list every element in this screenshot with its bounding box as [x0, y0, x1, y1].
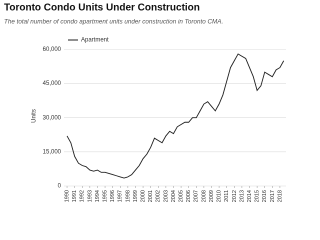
chart-subtitle: The total number of condo apartment unit… [4, 19, 223, 26]
x-tick-label: 1999 [133, 190, 139, 202]
x-tick-label: 1991 [72, 190, 78, 202]
x-tick-label: 1994 [95, 190, 101, 202]
x-tick-label: 2008 [201, 190, 207, 202]
x-tick-label: 1998 [125, 190, 131, 202]
legend-label: Apartment [81, 38, 109, 44]
x-tick-label: 2011 [224, 190, 230, 202]
x-tick-label: 2012 [232, 190, 238, 202]
x-tick-label: 2005 [179, 190, 185, 202]
x-tick-label: 1995 [103, 190, 109, 202]
x-tick-label: 2016 [262, 190, 268, 202]
x-tick-label: 2001 [148, 190, 154, 202]
chart: Toronto Condo Units Under Construction T… [4, 3, 286, 202]
x-tick-label: 2015 [255, 190, 261, 202]
y-tick-label: 60,000 [43, 47, 62, 53]
y-tick-label: 30,000 [43, 115, 62, 121]
x-tick-label: 2003 [163, 190, 169, 202]
y-axis-label: Units [32, 109, 38, 123]
chart-title: Toronto Condo Units Under Construction [4, 3, 200, 14]
x-tick-label: 2010 [217, 190, 223, 202]
x-tick-label: 1997 [118, 190, 124, 202]
y-tick-label: 15,000 [43, 149, 62, 155]
x-tick-label: 2009 [209, 190, 215, 202]
x-tick-label: 1990 [64, 190, 70, 202]
x-tick-label: 2000 [141, 190, 147, 202]
x-tick-label: 2007 [194, 190, 200, 202]
x-tick-label: 2002 [156, 190, 162, 202]
x-tick-label: 2004 [171, 190, 177, 202]
x-tick-label: 2014 [247, 190, 253, 202]
x-tick-label: 2018 [277, 190, 283, 202]
y-tick-label: 45,000 [43, 81, 62, 87]
x-tick-label: 2013 [239, 190, 245, 202]
x-tick-label: 2006 [186, 190, 192, 202]
x-tick-label: 1996 [110, 190, 116, 202]
y-tick-label: 0 [58, 184, 62, 190]
x-tick-label: 1993 [87, 190, 93, 202]
line [66, 53, 285, 179]
x-tick-label: 2017 [270, 190, 276, 202]
x-tick-label: 1992 [80, 190, 86, 202]
